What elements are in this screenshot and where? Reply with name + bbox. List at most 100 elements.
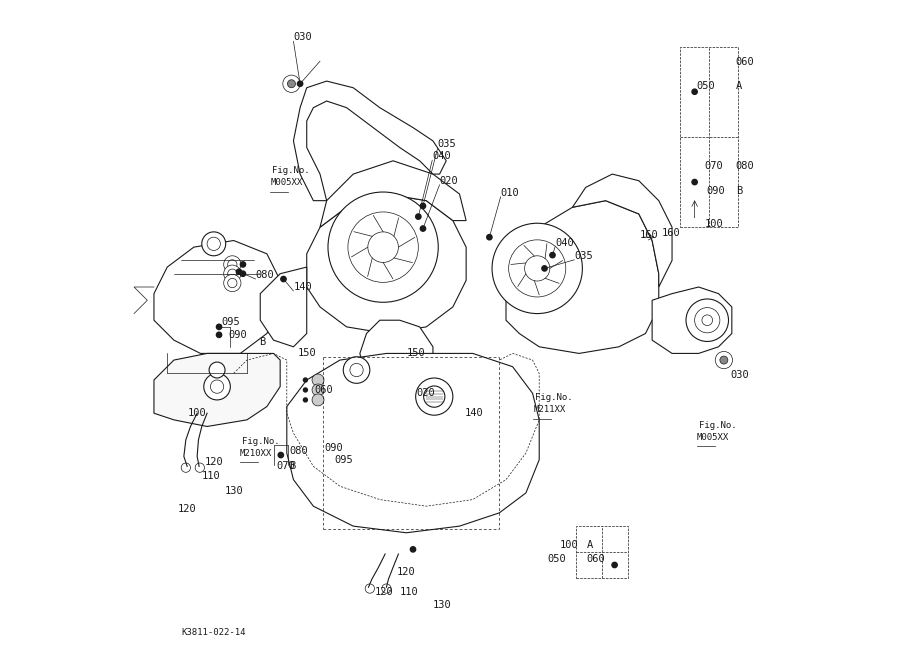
Circle shape: [415, 378, 453, 415]
Polygon shape: [260, 267, 307, 347]
Circle shape: [368, 232, 399, 262]
Circle shape: [411, 547, 415, 552]
Circle shape: [207, 237, 221, 251]
Circle shape: [487, 235, 492, 240]
Circle shape: [298, 81, 302, 87]
Circle shape: [420, 203, 425, 209]
Text: 100: 100: [187, 408, 207, 418]
Text: 160: 160: [662, 227, 681, 237]
Text: 110: 110: [400, 587, 418, 597]
Circle shape: [720, 356, 728, 364]
Text: 060: 060: [736, 57, 754, 67]
Circle shape: [223, 255, 241, 273]
Circle shape: [686, 299, 729, 342]
Circle shape: [223, 274, 241, 291]
Text: M211XX: M211XX: [533, 405, 565, 414]
Circle shape: [415, 214, 421, 219]
Circle shape: [350, 364, 363, 377]
Text: 095: 095: [221, 317, 240, 327]
Circle shape: [195, 463, 204, 472]
Circle shape: [312, 374, 324, 386]
Circle shape: [228, 259, 237, 269]
Text: 150: 150: [407, 348, 425, 358]
Polygon shape: [360, 320, 433, 400]
Text: 130: 130: [225, 486, 244, 496]
Circle shape: [283, 75, 301, 93]
Circle shape: [612, 562, 618, 568]
Text: 120: 120: [397, 567, 415, 577]
Circle shape: [202, 232, 226, 255]
Text: 040: 040: [555, 237, 573, 247]
Polygon shape: [307, 194, 466, 334]
Circle shape: [365, 584, 374, 593]
Circle shape: [210, 362, 225, 378]
Circle shape: [204, 374, 231, 400]
Circle shape: [281, 276, 286, 281]
Text: 060: 060: [314, 385, 333, 395]
Text: 080: 080: [736, 161, 754, 171]
Circle shape: [312, 384, 324, 396]
Text: 130: 130: [432, 600, 451, 610]
Text: 090: 090: [707, 185, 725, 195]
Bar: [680, 47, 739, 227]
Circle shape: [216, 332, 221, 338]
Text: 040: 040: [432, 151, 451, 161]
Polygon shape: [652, 287, 732, 354]
Text: 095: 095: [334, 455, 353, 465]
Circle shape: [303, 388, 307, 392]
Text: Fig.No.: Fig.No.: [698, 421, 736, 430]
Circle shape: [702, 315, 712, 325]
Text: 020: 020: [439, 175, 459, 185]
Circle shape: [542, 265, 547, 271]
Text: 120: 120: [178, 504, 197, 514]
Text: 050: 050: [697, 81, 715, 91]
Text: 090: 090: [324, 444, 344, 454]
Circle shape: [348, 212, 418, 282]
Circle shape: [424, 386, 445, 408]
Text: 060: 060: [586, 554, 605, 564]
Polygon shape: [320, 161, 466, 227]
Circle shape: [508, 240, 566, 297]
Polygon shape: [293, 81, 447, 201]
Text: 070: 070: [705, 161, 723, 171]
Circle shape: [492, 223, 583, 313]
Text: 120: 120: [374, 587, 393, 597]
Text: B: B: [736, 185, 742, 195]
Text: 100: 100: [560, 540, 579, 550]
Text: 120: 120: [205, 457, 224, 467]
Circle shape: [328, 192, 438, 302]
Text: 030: 030: [731, 370, 749, 380]
Text: 080: 080: [255, 270, 275, 280]
Polygon shape: [506, 201, 659, 354]
Polygon shape: [573, 174, 672, 287]
Polygon shape: [154, 354, 280, 426]
Text: 010: 010: [501, 187, 519, 197]
Polygon shape: [287, 354, 539, 533]
Circle shape: [550, 253, 555, 257]
Circle shape: [240, 261, 245, 267]
Circle shape: [228, 278, 237, 287]
Text: Fig.No.: Fig.No.: [272, 166, 310, 175]
Polygon shape: [154, 241, 280, 354]
Circle shape: [240, 271, 245, 276]
Text: 160: 160: [641, 230, 659, 240]
Circle shape: [695, 307, 720, 333]
Circle shape: [303, 378, 307, 382]
Text: Fig.No.: Fig.No.: [535, 393, 573, 402]
Text: Fig.No.: Fig.No.: [242, 437, 279, 446]
Text: 080: 080: [289, 446, 308, 456]
Circle shape: [525, 255, 550, 281]
Circle shape: [236, 269, 242, 274]
Circle shape: [278, 452, 283, 458]
Text: K3811-022-14: K3811-022-14: [182, 628, 246, 637]
Circle shape: [228, 269, 237, 278]
Circle shape: [210, 380, 223, 394]
Circle shape: [692, 89, 698, 94]
Text: 090: 090: [228, 329, 247, 340]
Text: 035: 035: [574, 251, 593, 261]
Text: A: A: [586, 540, 593, 550]
Text: M005XX: M005XX: [270, 178, 302, 187]
Text: 030: 030: [293, 32, 312, 42]
Text: 140: 140: [293, 282, 312, 292]
Text: M005XX: M005XX: [697, 433, 729, 442]
